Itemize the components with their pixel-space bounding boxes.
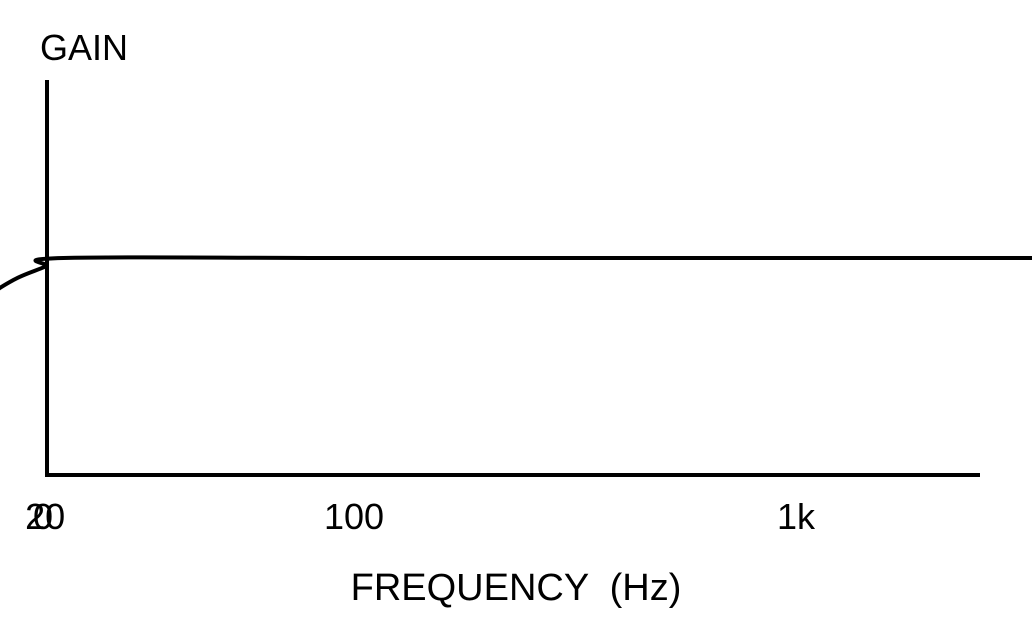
x-tick-label: 1k	[777, 496, 816, 537]
x-axis-label: FREQUENCY (Hz)	[351, 567, 682, 609]
x-tick-label: 20	[25, 496, 65, 537]
gain-curve	[0, 255, 1032, 291]
x-tick-labels: 010201001k5k10k50k	[25, 496, 816, 537]
x-tick-label: 0	[33, 496, 53, 537]
x-tick-label: 100	[324, 496, 384, 537]
y-axis-label: GAIN	[40, 27, 128, 68]
